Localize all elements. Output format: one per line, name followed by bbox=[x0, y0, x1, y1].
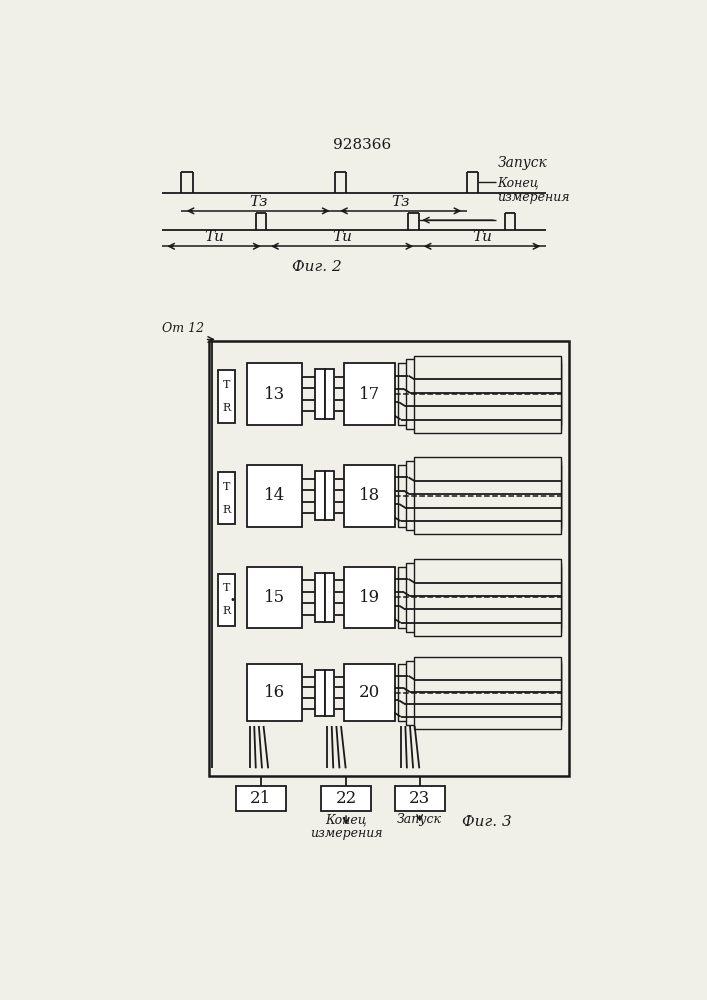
Bar bbox=[344, 363, 395, 425]
Text: Ти: Ти bbox=[472, 230, 492, 244]
Bar bbox=[315, 573, 325, 622]
Bar bbox=[406, 563, 561, 632]
Text: Тз: Тз bbox=[249, 195, 267, 209]
Text: Ти: Ти bbox=[332, 230, 352, 244]
Bar bbox=[414, 457, 561, 534]
Text: 15: 15 bbox=[264, 589, 285, 606]
Text: Тз: Тз bbox=[392, 195, 410, 209]
Bar bbox=[406, 359, 561, 429]
Bar bbox=[398, 664, 561, 721]
Bar bbox=[321, 786, 371, 811]
Bar bbox=[414, 356, 561, 433]
Bar bbox=[247, 465, 301, 527]
Bar bbox=[315, 471, 325, 520]
Bar bbox=[218, 370, 235, 423]
Bar bbox=[325, 369, 334, 419]
Text: Ти: Ти bbox=[204, 230, 224, 244]
Text: R: R bbox=[222, 403, 230, 413]
Bar bbox=[406, 461, 561, 530]
Text: Фиг. 2: Фиг. 2 bbox=[292, 260, 342, 274]
Text: R: R bbox=[222, 606, 230, 616]
Text: 928366: 928366 bbox=[333, 138, 391, 152]
Bar bbox=[325, 573, 334, 622]
Bar bbox=[344, 567, 395, 628]
Text: 21: 21 bbox=[250, 790, 271, 807]
Text: 23: 23 bbox=[409, 790, 431, 807]
Bar bbox=[315, 670, 325, 716]
Bar bbox=[398, 363, 561, 425]
Bar bbox=[344, 664, 395, 721]
Bar bbox=[247, 363, 301, 425]
Text: •: • bbox=[230, 595, 235, 605]
Bar bbox=[325, 471, 334, 520]
Text: 18: 18 bbox=[358, 487, 380, 504]
Text: 19: 19 bbox=[358, 589, 380, 606]
Bar bbox=[218, 574, 235, 626]
Bar bbox=[414, 657, 561, 729]
Bar bbox=[398, 567, 561, 628]
Bar bbox=[235, 786, 286, 811]
Text: 14: 14 bbox=[264, 487, 285, 504]
Text: 22: 22 bbox=[335, 790, 357, 807]
Bar bbox=[395, 786, 445, 811]
Text: T: T bbox=[223, 583, 230, 593]
Text: Конец
измерения: Конец измерения bbox=[310, 813, 382, 840]
Text: Запуск: Запуск bbox=[498, 156, 547, 170]
Bar bbox=[247, 567, 301, 628]
Bar bbox=[209, 341, 569, 776]
Bar bbox=[315, 369, 325, 419]
Text: 17: 17 bbox=[358, 386, 380, 403]
Text: Фиг. 3: Фиг. 3 bbox=[462, 815, 512, 829]
Text: От 12: От 12 bbox=[163, 322, 204, 335]
Bar bbox=[414, 559, 561, 636]
Text: T: T bbox=[223, 380, 230, 390]
Bar bbox=[218, 472, 235, 524]
Bar bbox=[398, 465, 561, 527]
Bar bbox=[325, 670, 334, 716]
Text: Конец
измерения: Конец измерения bbox=[498, 177, 570, 204]
Bar bbox=[406, 661, 561, 725]
Text: R: R bbox=[222, 505, 230, 515]
Text: T: T bbox=[223, 482, 230, 492]
Text: Запуск: Запуск bbox=[397, 813, 442, 826]
Bar bbox=[247, 664, 301, 721]
Text: 16: 16 bbox=[264, 684, 285, 701]
Bar bbox=[344, 465, 395, 527]
Text: 13: 13 bbox=[264, 386, 285, 403]
Text: 20: 20 bbox=[358, 684, 380, 701]
